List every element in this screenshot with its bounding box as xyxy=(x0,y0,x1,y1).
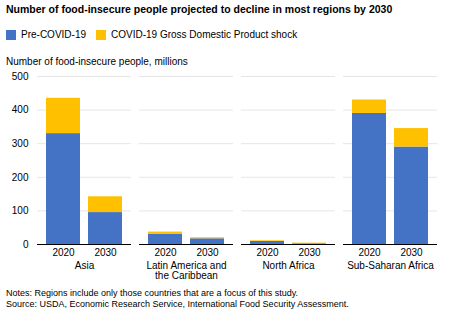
svg-text:2020: 2020 xyxy=(256,247,279,258)
svg-text:2030: 2030 xyxy=(400,247,423,258)
svg-text:Latin America andthe Caribbean: Latin America andthe Caribbean xyxy=(146,260,226,281)
svg-text:400: 400 xyxy=(12,104,29,115)
svg-text:2020: 2020 xyxy=(52,247,75,258)
svg-text:300: 300 xyxy=(12,138,29,149)
svg-text:100: 100 xyxy=(12,205,29,216)
svg-text:Asia: Asia xyxy=(75,260,95,271)
svg-text:500: 500 xyxy=(12,71,29,82)
html-text:COVID-19 Gross Domestic Produc: COVID-19 Gross Domestic Product shock xyxy=(111,29,298,40)
svg-text:2030: 2030 xyxy=(298,247,321,258)
html-text:Notes: Regions include only th: Notes: Regions include only those countr… xyxy=(6,288,298,298)
svg-text:2020: 2020 xyxy=(358,247,381,258)
html-text:Source: USDA, Economic Researc: Source: USDA, Economic Research Service,… xyxy=(6,299,349,309)
svg-text:North Africa: North Africa xyxy=(262,260,315,271)
svg-text:0: 0 xyxy=(23,239,29,250)
html-text:Number of food-insecure people: Number of food-insecure people, millions xyxy=(6,56,188,67)
svg-text:200: 200 xyxy=(12,172,29,183)
svg-text:2020: 2020 xyxy=(154,247,177,258)
svg-text:Sub-Saharan Africa: Sub-Saharan Africa xyxy=(347,260,434,271)
svg-text:2030: 2030 xyxy=(196,247,219,258)
html-text:Number of food-insecure people: Number of food-insecure people projected… xyxy=(6,3,393,15)
svg-text:2030: 2030 xyxy=(94,247,117,258)
html-text:Pre-COVID-19: Pre-COVID-19 xyxy=(21,29,86,40)
